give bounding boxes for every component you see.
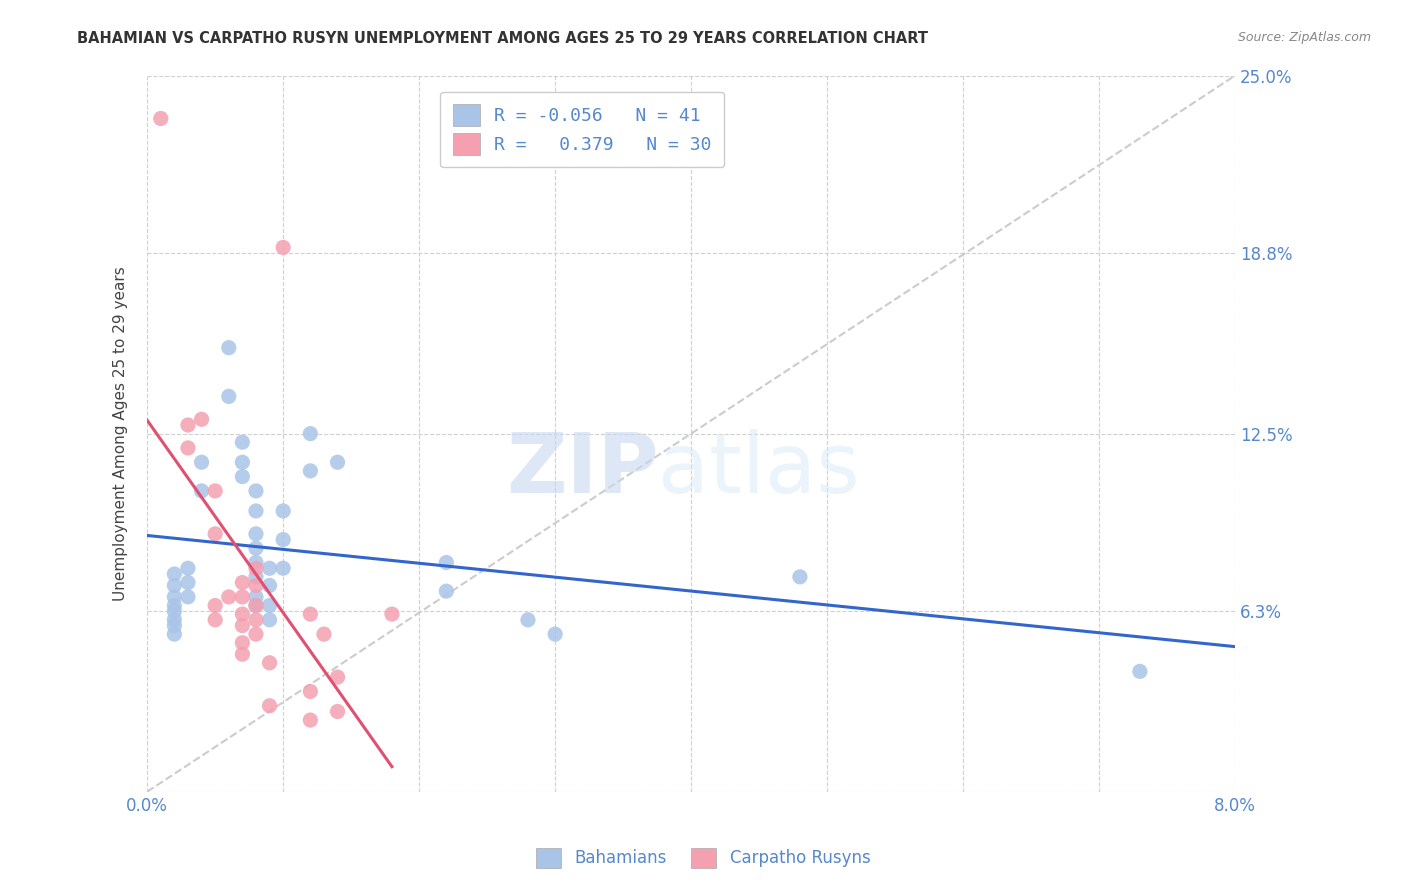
- Point: [204, 599, 226, 613]
- Point: [1129, 665, 1152, 679]
- Point: [177, 561, 200, 575]
- Point: [231, 435, 253, 450]
- Point: [204, 527, 226, 541]
- Text: Source: ZipAtlas.com: Source: ZipAtlas.com: [1237, 31, 1371, 45]
- Y-axis label: Unemployment Among Ages 25 to 29 years: Unemployment Among Ages 25 to 29 years: [114, 266, 128, 601]
- Point: [326, 705, 349, 719]
- Text: BAHAMIAN VS CARPATHO RUSYN UNEMPLOYMENT AMONG AGES 25 TO 29 YEARS CORRELATION CH: BAHAMIAN VS CARPATHO RUSYN UNEMPLOYMENT …: [77, 31, 928, 46]
- Point: [231, 636, 253, 650]
- Point: [163, 578, 186, 592]
- Point: [163, 604, 186, 618]
- Point: [271, 561, 294, 575]
- Point: [190, 483, 212, 498]
- Point: [177, 575, 200, 590]
- Point: [259, 561, 281, 575]
- Point: [218, 341, 240, 355]
- Point: [312, 627, 335, 641]
- Point: [177, 590, 200, 604]
- Point: [516, 613, 538, 627]
- Point: [245, 561, 267, 575]
- Point: [299, 426, 322, 441]
- Text: atlas: atlas: [658, 429, 860, 510]
- Point: [259, 613, 281, 627]
- Point: [271, 533, 294, 547]
- Legend: R = -0.056   N = 41, R =   0.379   N = 30: R = -0.056 N = 41, R = 0.379 N = 30: [440, 92, 724, 168]
- Point: [544, 627, 567, 641]
- Point: [245, 578, 267, 592]
- Point: [163, 599, 186, 613]
- Point: [245, 483, 267, 498]
- Point: [789, 570, 811, 584]
- Point: [204, 613, 226, 627]
- Point: [231, 455, 253, 469]
- Point: [163, 566, 186, 581]
- Point: [245, 541, 267, 556]
- Point: [190, 412, 212, 426]
- Point: [326, 455, 349, 469]
- Point: [271, 504, 294, 518]
- Point: [259, 698, 281, 713]
- Point: [231, 607, 253, 621]
- Point: [231, 590, 253, 604]
- Point: [381, 607, 404, 621]
- Point: [218, 590, 240, 604]
- Point: [245, 504, 267, 518]
- Point: [177, 417, 200, 432]
- Point: [163, 613, 186, 627]
- Point: [259, 599, 281, 613]
- Legend: Bahamians, Carpatho Rusyns: Bahamians, Carpatho Rusyns: [529, 841, 877, 875]
- Point: [259, 578, 281, 592]
- Point: [231, 647, 253, 661]
- Point: [218, 389, 240, 403]
- Point: [299, 684, 322, 698]
- Point: [163, 590, 186, 604]
- Point: [326, 670, 349, 684]
- Point: [245, 590, 267, 604]
- Point: [245, 627, 267, 641]
- Text: ZIP: ZIP: [506, 429, 658, 510]
- Point: [231, 575, 253, 590]
- Point: [163, 627, 186, 641]
- Point: [434, 556, 457, 570]
- Point: [299, 607, 322, 621]
- Point: [245, 570, 267, 584]
- Point: [231, 469, 253, 483]
- Point: [259, 656, 281, 670]
- Point: [245, 599, 267, 613]
- Point: [149, 112, 172, 126]
- Point: [245, 613, 267, 627]
- Point: [231, 618, 253, 632]
- Point: [299, 464, 322, 478]
- Point: [245, 527, 267, 541]
- Point: [163, 618, 186, 632]
- Point: [190, 455, 212, 469]
- Point: [177, 441, 200, 455]
- Point: [245, 556, 267, 570]
- Point: [299, 713, 322, 727]
- Point: [245, 599, 267, 613]
- Point: [204, 483, 226, 498]
- Point: [434, 584, 457, 599]
- Point: [271, 240, 294, 254]
